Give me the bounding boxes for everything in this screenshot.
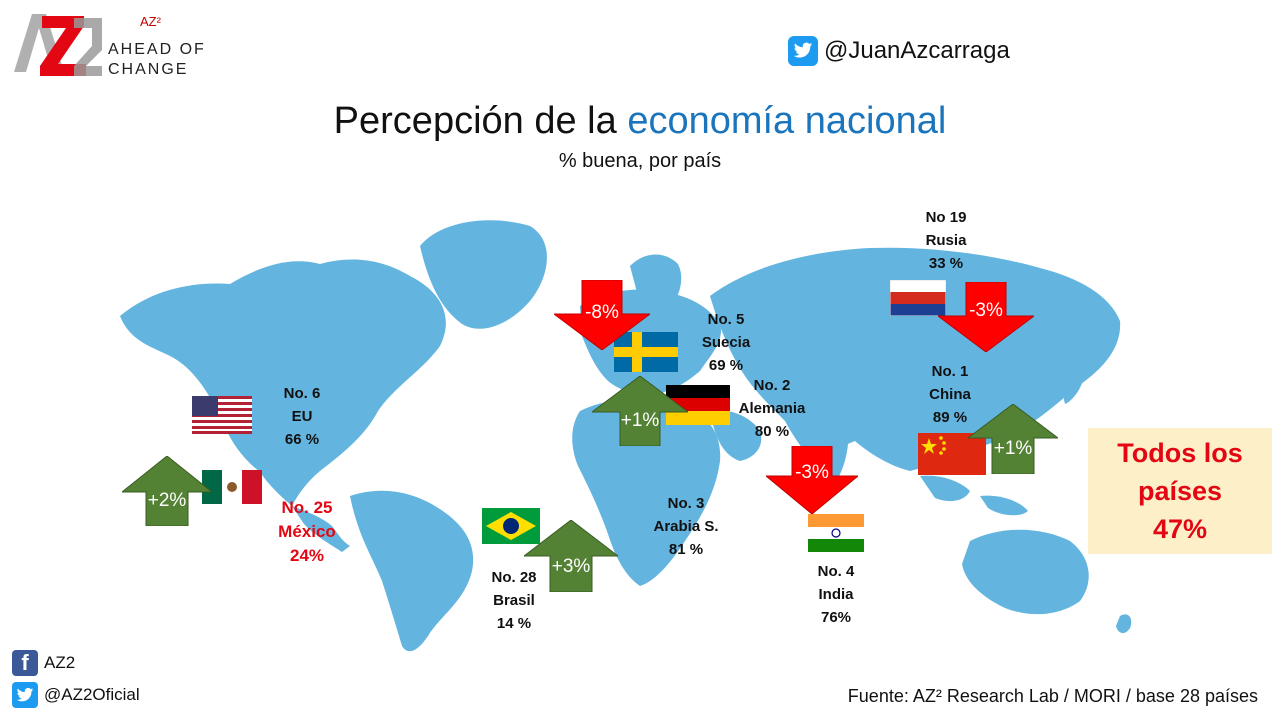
country-name: China: [929, 386, 971, 403]
country-name: Arabia S.: [653, 518, 719, 535]
az2-logo: [12, 10, 104, 80]
value: 14 %: [496, 615, 532, 632]
country-name: Suecia: [701, 334, 751, 351]
total-value: 47%: [1152, 514, 1208, 544]
change-brasil: +3%: [551, 556, 591, 577]
brand-az2-label: AZ²: [140, 14, 161, 29]
twitter-handle-text: @JuanAzcarraga: [824, 37, 1010, 64]
facebook-link[interactable]: f AZ2: [12, 650, 75, 676]
flag-mexico-icon: [202, 470, 262, 504]
twitter-link[interactable]: @AZ2Oficial: [12, 682, 140, 708]
value: 81 %: [668, 541, 704, 558]
source-note: Fuente: AZ² Research Lab / MORI / base 2…: [847, 686, 1258, 706]
title-highlight: economía nacional: [627, 100, 947, 142]
facebook-label: AZ2: [44, 653, 76, 672]
label-china: No. 1 China 89 %: [912, 360, 988, 429]
arrow-up-china: +1%: [968, 404, 1058, 474]
rank: No. 28: [491, 569, 537, 586]
brand-tagline-line1: AHEAD OF: [108, 41, 206, 58]
arrow-up-brasil: +3%: [524, 520, 618, 592]
continents: [120, 220, 1132, 652]
total-line2: países: [1137, 476, 1223, 506]
brand-tagline: AHEAD OF CHANGE: [108, 40, 206, 80]
rank: No. 2: [753, 377, 791, 394]
rank: No. 1: [931, 363, 969, 380]
value: 24%: [289, 546, 325, 565]
label-brasil: No. 28 Brasil 14 %: [476, 566, 552, 635]
label-arabia: No. 3 Arabia S. 81 %: [644, 492, 728, 561]
facebook-icon: f: [12, 650, 38, 676]
rank: No. 6: [283, 385, 321, 402]
change-alemania: +1%: [620, 410, 660, 431]
country-name: Brasil: [493, 592, 535, 609]
value: 33 %: [928, 255, 964, 272]
value: 89 %: [932, 409, 968, 426]
world-map: [120, 220, 1132, 652]
flag-sweden-icon: [614, 332, 678, 372]
flag-russia-icon: [890, 280, 946, 316]
twitter-handle-header[interactable]: @JuanAzcarraga: [788, 36, 1010, 66]
total-summary-box: Todos los países 47%: [1088, 428, 1272, 554]
arrow-down-india: -3%: [766, 446, 858, 514]
flag-china-icon: [918, 433, 986, 475]
label-rusia: No 19 Rusia 33 %: [906, 206, 986, 275]
twitter-icon: [12, 682, 38, 708]
country-name: México: [278, 522, 336, 541]
arrow-up-mexico: +2%: [122, 456, 212, 526]
label-mexico: No. 25 México 24%: [264, 496, 350, 568]
twitter-icon: [788, 36, 818, 66]
country-name: Alemania: [738, 400, 806, 417]
label-alemania: No. 2 Alemania 80 %: [730, 374, 814, 443]
rank: No. 3: [667, 495, 705, 512]
twitter-label: @AZ2Oficial: [44, 685, 140, 704]
arrow-down-rusia: -3%: [938, 282, 1034, 352]
rank: No. 5: [707, 311, 745, 328]
change-india: -3%: [795, 462, 829, 483]
rank: No 19: [925, 209, 967, 226]
title-part1: Percepción de la: [333, 100, 628, 142]
rank: No. 25: [281, 498, 333, 517]
flag-brazil-icon: [482, 508, 540, 544]
flag-india-icon: [808, 514, 864, 552]
value: 76%: [820, 609, 852, 626]
value: 66 %: [284, 431, 320, 448]
arrow-down-suecia: -8%: [554, 280, 650, 350]
change-rusia: -3%: [969, 300, 1003, 321]
label-india: No. 4 India 76%: [798, 560, 874, 629]
country-name: Rusia: [925, 232, 967, 249]
country-name: EU: [291, 408, 313, 425]
label-eu: No. 6 EU 66 %: [264, 382, 340, 451]
page-title: Percepción de la economía nacional: [0, 100, 1280, 143]
rank: No. 4: [817, 563, 855, 580]
value: 80 %: [754, 423, 790, 440]
value: 69 %: [708, 357, 744, 374]
label-suecia: No. 5 Suecia 69 %: [688, 308, 764, 377]
country-name: India: [818, 586, 854, 603]
change-suecia: -8%: [585, 302, 619, 323]
page-subtitle: % buena, por país: [558, 150, 722, 172]
arrow-up-alemania: +1%: [592, 376, 688, 446]
change-mexico: +2%: [147, 490, 187, 511]
flag-usa-icon: [192, 396, 252, 434]
total-line1: Todos los: [1117, 438, 1243, 468]
change-china: +1%: [993, 438, 1033, 459]
brand-tagline-line2: CHANGE: [108, 61, 189, 78]
